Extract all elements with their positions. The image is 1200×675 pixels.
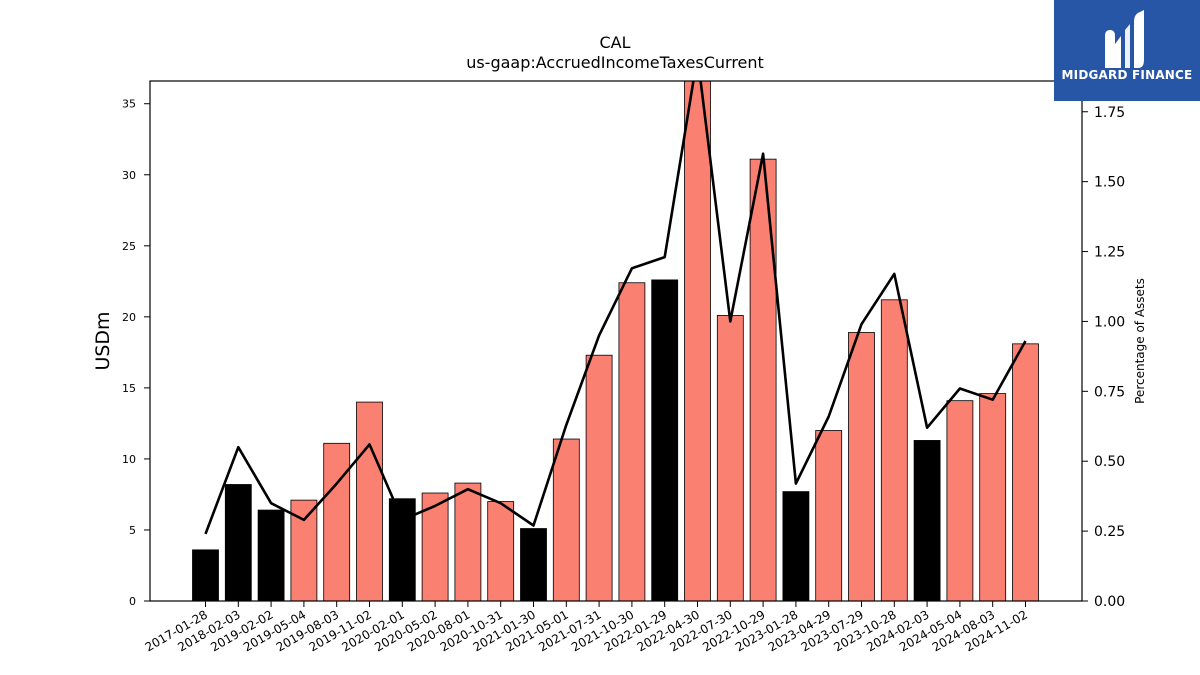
bar-2017-01-28: [192, 549, 219, 601]
y-tick-label: 15: [122, 382, 136, 395]
y-tick-label: 25: [122, 240, 136, 253]
y-tick-label: 30: [122, 169, 136, 182]
percentage-line: [204, 81, 1027, 535]
midgard-m-icon: [1105, 10, 1144, 68]
bar-2021-10-30: [618, 282, 646, 601]
logo-text: MIDGARD FINANCE: [1061, 68, 1193, 82]
bar-2024-11-02: [1012, 343, 1039, 601]
bar-2023-04-29: [815, 430, 843, 601]
y2-tick-label: 0.50: [1094, 454, 1125, 470]
bar-2018-02-03: [224, 484, 252, 601]
bar-2019-11-02: [356, 401, 383, 601]
y-tick-label: 20: [122, 311, 136, 324]
bar-2021-01-30: [520, 528, 547, 601]
bar-2022-01-29: [651, 279, 679, 601]
bar-2024-05-04: [946, 400, 974, 601]
y-tick-label: 0: [129, 595, 136, 608]
y2-tick-label: 0.25: [1094, 524, 1125, 540]
chart-title: CAL: [599, 33, 630, 52]
bar-2020-02-01: [388, 498, 416, 601]
bar-2023-01-28: [782, 491, 810, 601]
y2-tick-label: 0.75: [1094, 384, 1125, 400]
bar-2020-10-31: [487, 501, 515, 601]
bar-2022-04-30: [684, 81, 711, 601]
bar-2019-08-03: [323, 442, 351, 601]
bar-2023-10-28: [880, 299, 908, 601]
y2-axis-label: Percentage of Assets: [1133, 278, 1147, 404]
bar-2024-08-03: [979, 393, 1007, 601]
y-tick-label: 5: [129, 524, 136, 537]
chart-subtitle: us-gaap:AccruedIncomeTaxesCurrent: [466, 53, 764, 72]
y-tick-label: 10: [122, 453, 136, 466]
bar-2023-07-29: [848, 332, 875, 601]
bar-2024-02-03: [913, 440, 941, 601]
y2-tick-label: 1.50: [1094, 175, 1125, 191]
y-tick-label: 35: [122, 98, 136, 111]
y2-tick-label: 1.25: [1094, 245, 1125, 261]
y2-tick-label: 0.00: [1094, 594, 1125, 610]
y2-tick-label: 1.00: [1094, 314, 1125, 330]
bar-2021-05-01: [552, 438, 580, 601]
bar-2020-08-01: [454, 482, 482, 601]
bar-2022-10-29: [749, 158, 777, 601]
bar-2021-07-31: [585, 354, 613, 601]
bar-2022-07-30: [716, 315, 744, 601]
y-axis-label: USDm: [92, 311, 114, 370]
midgard-finance-logo: MIDGARD FINANCE: [1054, 0, 1200, 101]
bar-2019-02-02: [257, 509, 285, 601]
plot-frame: [149, 80, 1083, 602]
y2-tick-label: 1.75: [1094, 105, 1125, 121]
bar-2020-05-02: [421, 492, 449, 601]
